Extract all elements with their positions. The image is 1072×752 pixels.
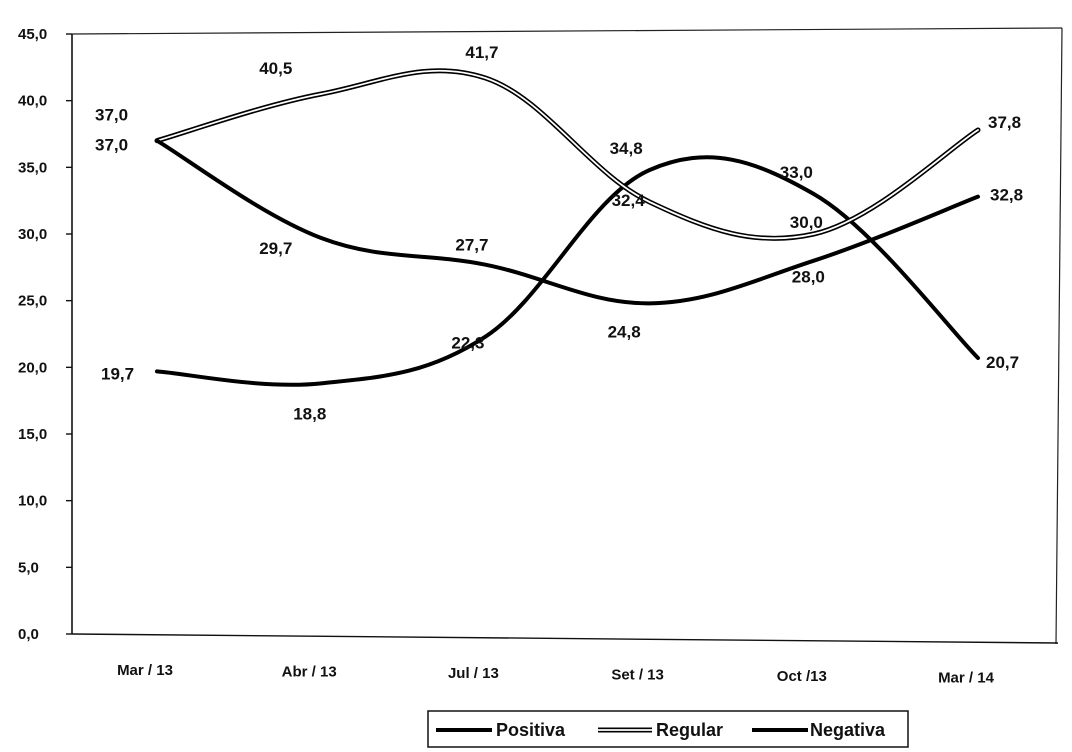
legend-label-regular: Regular — [656, 720, 723, 740]
data-label-regular: 37,0 — [95, 106, 128, 125]
x-axis-line — [71, 633, 1059, 644]
series-line-positiva — [155, 155, 980, 387]
data-label-positiva: 22,3 — [451, 334, 484, 353]
y-tick-label: 40,0 — [18, 93, 47, 110]
x-tick-label: Oct /13 — [777, 668, 827, 685]
data-label-regular: 40,5 — [259, 59, 292, 78]
series-line-regular — [154, 68, 981, 241]
data-labels: 19,7 18,8 22,3 34,8 33,0 20,7 37,0 40,5 41,7 32,4… — [95, 43, 1023, 423]
y-tick-label: 15,0 — [18, 426, 47, 443]
x-tick-label: Mar / 14 — [938, 670, 995, 687]
data-label-negativa: 29,7 — [259, 239, 292, 258]
x-axis: Mar / 13 Abr / 13 Jul / 13 Set / 13 Oct /13 M… — [117, 662, 995, 687]
data-label-negativa: 37,0 — [95, 136, 128, 155]
legend-label-positiva: Positiva — [496, 720, 566, 740]
data-label-regular: 30,0 — [790, 213, 823, 232]
legend-label-negativa: Negativa — [810, 720, 886, 740]
data-label-positiva: 34,8 — [610, 139, 643, 158]
legend: Positiva Regular Negativa — [427, 710, 909, 748]
data-label-positiva: 18,8 — [293, 404, 326, 423]
data-label-regular: 37,8 — [988, 113, 1021, 132]
y-tick-label: 25,0 — [18, 293, 47, 310]
plot-border-top — [71, 27, 1063, 35]
data-label-regular: 32,4 — [612, 191, 646, 210]
data-label-negativa: 24,8 — [608, 322, 641, 341]
series-line-negativa — [155, 138, 980, 306]
data-label-positiva: 19,7 — [101, 364, 134, 383]
y-tick-label: 20,0 — [18, 359, 47, 376]
data-label-positiva: 33,0 — [780, 163, 813, 182]
y-tick-label: 10,0 — [18, 493, 47, 510]
data-label-negativa: 28,0 — [792, 268, 825, 287]
legend-box — [427, 710, 909, 748]
x-tick-label: Mar / 13 — [117, 662, 173, 679]
series-line-regular-inner — [156, 69, 979, 240]
y-tick-label: 30,0 — [18, 226, 47, 243]
data-label-positiva: 20,7 — [986, 353, 1019, 372]
data-label-negativa: 27,7 — [455, 236, 488, 255]
y-tick-label: 5,0 — [18, 559, 39, 576]
y-tick-label: 35,0 — [18, 159, 47, 176]
y-tick-label: 0,0 — [18, 626, 39, 643]
plot-border-right — [1055, 27, 1063, 645]
x-tick-label: Abr / 13 — [282, 664, 337, 681]
x-tick-label: Jul / 13 — [448, 665, 499, 682]
y-axis: 0,0 5,0 10,0 15,0 20,0 25,0 30,0 35,0 40,0 45,0 — [18, 26, 72, 643]
y-tick-label: 45,0 — [18, 26, 47, 43]
series-lines — [154, 68, 981, 387]
x-tick-label: Set / 13 — [611, 667, 664, 684]
data-label-regular: 41,7 — [465, 43, 498, 62]
chart-frame — [71, 27, 1063, 645]
data-label-negativa: 32,8 — [990, 186, 1023, 205]
